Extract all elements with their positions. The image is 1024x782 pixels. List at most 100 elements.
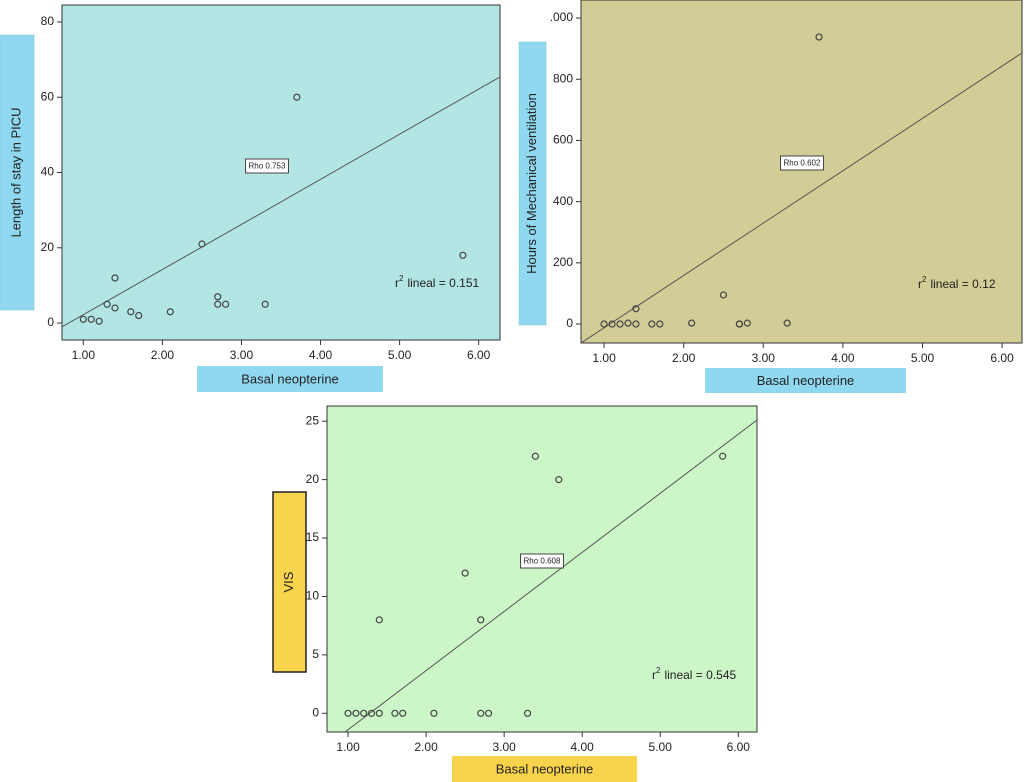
y-axis-label: Length of stay in PICU <box>8 107 23 237</box>
point <box>600 320 608 328</box>
point <box>111 304 119 312</box>
x-axis-label: Basal neopterine <box>757 373 855 388</box>
x-label-box <box>705 368 906 393</box>
point <box>198 240 206 248</box>
r2-symbol: r <box>652 668 656 682</box>
point <box>477 709 485 717</box>
point <box>743 319 751 327</box>
x-tick-label: 3.00 <box>752 351 776 365</box>
point <box>360 709 368 717</box>
point <box>648 320 656 328</box>
r2-text: lineal = 0.545 <box>664 668 736 682</box>
point <box>214 300 222 308</box>
rho-box <box>780 155 824 171</box>
y-tick-label: 15 <box>306 530 320 544</box>
x-tick-label: 1.00 <box>592 351 616 365</box>
point <box>719 291 728 299</box>
x-tick-label: 4.00 <box>831 351 855 365</box>
point <box>79 315 87 323</box>
r2-text: lineal = 0.151 <box>407 276 479 290</box>
point <box>111 274 119 282</box>
y-tick-label: 400 <box>553 194 573 208</box>
y-tick-label: 5 <box>312 647 319 661</box>
rho-label: Rho 0.602 <box>784 159 821 168</box>
point <box>461 569 469 577</box>
point <box>87 315 95 323</box>
x-tick-label: 5.00 <box>649 740 673 754</box>
y-label-box <box>0 34 35 311</box>
plot-area <box>326 405 758 733</box>
chart: 0 200 400 600 800 .000 1.00 2.00 3.00 4.00 5.00 6.0… <box>518 0 1023 393</box>
point <box>783 319 791 327</box>
r2-label: r2 lineal = 0.12 <box>918 275 996 291</box>
x-label-box <box>452 756 637 782</box>
point <box>477 616 485 624</box>
point <box>166 308 174 316</box>
y-tick-label: 800 <box>553 71 573 85</box>
rho-label: Rho 0.608 <box>524 557 561 566</box>
point <box>344 709 352 717</box>
point <box>375 709 383 717</box>
point <box>399 709 407 717</box>
point <box>484 709 493 717</box>
point <box>632 305 640 313</box>
x-tick-label: 2.00 <box>672 351 696 365</box>
x-tick-label: 2.00 <box>151 348 175 362</box>
x-tick-label: 3.00 <box>230 348 254 362</box>
plot-area <box>580 0 1023 344</box>
point <box>352 709 360 717</box>
chart: 0 20 40 60 80 1.00 2.00 3.00 4.00 5.00 6.00 Rho 0.7… <box>0 4 501 392</box>
x-label-box <box>197 366 383 392</box>
point <box>531 452 539 460</box>
x-tick-label: 5.00 <box>388 348 412 362</box>
y-tick-label: 0 <box>566 316 573 330</box>
x-tick-label: 4.00 <box>309 348 333 362</box>
point <box>375 616 383 624</box>
r2-text: lineal = 0.12 <box>930 277 995 291</box>
point <box>523 709 532 717</box>
point <box>815 33 823 41</box>
point <box>735 320 744 328</box>
y-axis-label: VIS <box>281 571 296 592</box>
y-label-box <box>272 491 307 673</box>
x-tick-label: 2.00 <box>414 740 438 754</box>
x-tick-label: 1.00 <box>336 740 360 754</box>
r2-symbol: r <box>395 276 399 290</box>
trendline <box>581 52 1022 343</box>
x-tick-label: 6.00 <box>990 351 1014 365</box>
point <box>214 293 222 301</box>
point <box>261 300 269 308</box>
r2-symbol: r <box>918 277 922 291</box>
r2-power: 2 <box>656 666 661 675</box>
r2-label: r2 lineal = 0.545 <box>652 666 737 682</box>
y-tick-label: 10 <box>306 589 320 603</box>
point <box>555 476 563 484</box>
x-tick-label: 1.00 <box>72 348 96 362</box>
r2-power: 2 <box>922 275 927 284</box>
y-tick-label: 25 <box>306 413 320 427</box>
rho-label: Rho 0.753 <box>249 162 286 171</box>
point <box>719 452 727 460</box>
y-label-box <box>518 41 547 326</box>
r2-label: r2 lineal = 0.151 <box>395 274 480 290</box>
point <box>293 93 301 101</box>
y-tick-label: 0 <box>312 705 319 719</box>
point <box>656 320 664 328</box>
point <box>632 320 640 328</box>
point <box>367 709 376 717</box>
y-tick-label: 200 <box>553 255 573 269</box>
y-tick-label: 40 <box>41 165 55 179</box>
x-tick-label: 3.00 <box>492 740 516 754</box>
y-tick-label: 600 <box>553 133 573 147</box>
point <box>430 709 438 717</box>
point <box>103 300 111 308</box>
rho-box <box>245 158 289 174</box>
point <box>391 709 399 717</box>
point <box>624 319 632 327</box>
x-axis-label: Basal neopterine <box>241 371 339 386</box>
y-tick-label: 20 <box>306 472 320 486</box>
point <box>616 320 624 328</box>
rho-box <box>520 553 564 569</box>
point <box>95 317 103 325</box>
